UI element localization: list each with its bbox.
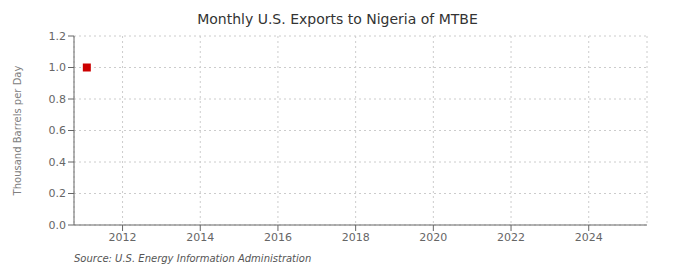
svg-text:Thousand Barrels per Day: Thousand Barrels per Day xyxy=(12,66,23,197)
svg-text:0.0: 0.0 xyxy=(49,219,67,232)
svg-text:1.2: 1.2 xyxy=(49,30,67,43)
svg-text:2016: 2016 xyxy=(264,231,292,244)
html-text:Monthly U.S. Exports to Nigeri: Monthly U.S. Exports to Nigeria of MTBE xyxy=(197,11,478,27)
svg-text:0.8: 0.8 xyxy=(49,93,67,106)
svg-text:2012: 2012 xyxy=(109,231,137,244)
svg-text:0.6: 0.6 xyxy=(49,124,67,137)
svg-text:2018: 2018 xyxy=(342,231,370,244)
svg-text:2022: 2022 xyxy=(497,231,525,244)
svg-text:1.0: 1.0 xyxy=(49,61,67,74)
svg-text:2020: 2020 xyxy=(419,231,447,244)
svg-text:0.4: 0.4 xyxy=(49,156,67,169)
svg-text:2024: 2024 xyxy=(575,231,603,244)
svg-text:2014: 2014 xyxy=(186,231,214,244)
html-text:Source: U.S. Energy Informatio: Source: U.S. Energy Information Administ… xyxy=(74,253,312,264)
svg-text:0.2: 0.2 xyxy=(49,187,67,200)
